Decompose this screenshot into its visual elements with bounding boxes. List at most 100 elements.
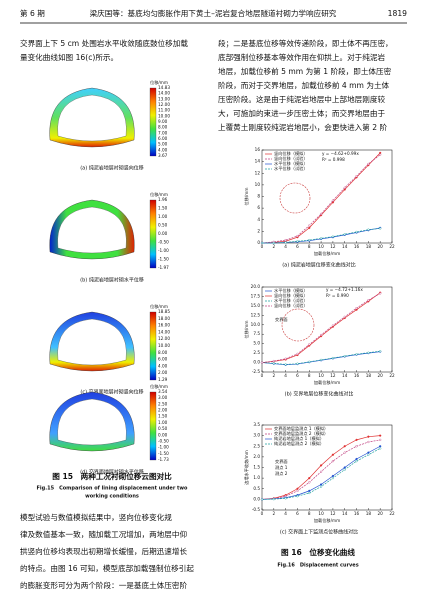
x-tick-label: 4 bbox=[284, 244, 287, 249]
data-point bbox=[355, 438, 358, 441]
data-point bbox=[379, 445, 382, 448]
data-point bbox=[308, 491, 311, 495]
x-tick-label: 8 bbox=[308, 373, 311, 378]
x-tick-label: 6 bbox=[296, 511, 299, 516]
x-tick-label: 20 bbox=[378, 511, 384, 516]
colorbar-label: 9.00 bbox=[158, 119, 168, 124]
figure-caption-en: working conditions bbox=[85, 494, 139, 500]
y-tick-label: 4 bbox=[257, 217, 260, 222]
data-point bbox=[272, 359, 275, 363]
y-tick-label: 0.0 bbox=[253, 360, 260, 365]
data-point bbox=[331, 474, 335, 478]
data-point bbox=[343, 451, 346, 454]
data-point bbox=[367, 351, 370, 354]
colorbar-label: 0.50 bbox=[158, 426, 168, 431]
data-point bbox=[355, 353, 358, 356]
data-point bbox=[331, 324, 335, 327]
y-tick-label: 6 bbox=[257, 205, 260, 210]
series-line bbox=[262, 228, 381, 244]
x-tick-label: 12 bbox=[330, 373, 336, 378]
annotation: 交界面 bbox=[275, 316, 288, 323]
colorbar-label: 2.00 bbox=[158, 370, 168, 375]
colorbar-label: 3.54 bbox=[158, 389, 168, 394]
colorbar-label: 16.00 bbox=[158, 323, 170, 328]
running-title: 梁庆国等：基底均匀膨胀作用下黄土–泥岩复合地层隧道衬砌力学响应研究 bbox=[90, 8, 337, 18]
data-point bbox=[284, 497, 287, 500]
x-tick-label: 20 bbox=[378, 244, 384, 249]
data-point bbox=[308, 343, 311, 346]
data-point bbox=[367, 435, 370, 438]
data-point bbox=[367, 451, 370, 454]
data-point bbox=[296, 487, 299, 490]
data-point bbox=[355, 457, 358, 461]
x-tick-label: 2 bbox=[272, 244, 275, 249]
data-point bbox=[296, 495, 299, 498]
colorbar-label: 1.00 bbox=[158, 420, 168, 425]
inset-ring bbox=[281, 308, 315, 342]
data-point bbox=[284, 357, 287, 360]
y-tick-label: 15.0 bbox=[251, 303, 261, 308]
colorbar-label: 7.00 bbox=[158, 130, 168, 135]
issue: 第 6 期 bbox=[20, 8, 45, 18]
y-tick-label: 8 bbox=[257, 194, 260, 199]
data-point bbox=[308, 477, 311, 480]
colorbar-label: 0.50 bbox=[158, 223, 168, 228]
data-point bbox=[284, 238, 287, 242]
data-point bbox=[379, 350, 382, 353]
data-point bbox=[355, 445, 358, 448]
data-point bbox=[343, 466, 346, 469]
colorbar-label: -1.50 bbox=[158, 257, 169, 262]
y-tick-label: 3.0 bbox=[253, 433, 260, 438]
colorbar-unit: 位移/mm bbox=[150, 303, 168, 310]
data-point bbox=[379, 153, 382, 156]
data-point bbox=[308, 481, 311, 484]
x-axis-label: 加载位移/mm bbox=[314, 379, 340, 386]
data-point bbox=[343, 315, 346, 318]
chart-caption: (b) 交界地层位移变化曲线对比 bbox=[285, 391, 354, 398]
annotation: 测点 2 bbox=[275, 470, 288, 477]
data-point bbox=[367, 299, 370, 302]
legend-label: 水平位移（试验） bbox=[274, 297, 308, 304]
data-point bbox=[379, 447, 382, 450]
y-tick-label: 16 bbox=[255, 147, 261, 152]
y-tick-label: 2.0 bbox=[253, 454, 260, 459]
x-tick-label: 0 bbox=[261, 373, 264, 378]
x-tick-label: 6 bbox=[296, 244, 299, 249]
colorbar bbox=[149, 87, 157, 157]
colorbar-label: -1.00 bbox=[158, 445, 169, 450]
data-point bbox=[319, 237, 323, 240]
x-axis-label: 加载位移/mm bbox=[314, 250, 340, 257]
colorbar-unit: 位移/mm bbox=[150, 79, 168, 86]
y-tick-label: -0.5 bbox=[252, 507, 261, 512]
x-tick-label: 22 bbox=[389, 511, 395, 516]
body-line: 压密阶段。这是由于纯泥岩地层中上部地层刚度较 bbox=[218, 94, 385, 104]
data-point bbox=[379, 438, 382, 441]
data-point bbox=[272, 498, 275, 501]
lining-void bbox=[57, 206, 127, 254]
y-axis-label: 边墙水平收敛/mm bbox=[243, 450, 250, 485]
data-point bbox=[343, 445, 346, 448]
body-line: 底部强制位移基本等效作用在仰拱上。对于纯泥岩 bbox=[218, 52, 385, 62]
colorbar-label: 2.00 bbox=[158, 408, 168, 413]
x-tick-label: 22 bbox=[389, 373, 395, 378]
y-tick-label: 10 bbox=[255, 182, 261, 187]
colorbar-label: -0.50 bbox=[158, 240, 169, 245]
legend-label: 交界面地层监测点 2（模拟） bbox=[274, 430, 328, 437]
data-point bbox=[367, 440, 370, 444]
annotation: R² = 0.998 bbox=[322, 157, 345, 162]
data-point bbox=[343, 355, 346, 358]
legend-label: 竖向位移（试验） bbox=[274, 155, 308, 162]
x-tick-label: 8 bbox=[308, 244, 311, 249]
data-point bbox=[343, 186, 346, 189]
annotation: 交界面 bbox=[275, 458, 288, 465]
legend-label: 交界面地层监测点 1（模拟） bbox=[274, 425, 328, 432]
annotation: y = −4.62+0.99x bbox=[322, 151, 359, 156]
colorbar-label: 13.00 bbox=[158, 96, 170, 101]
data-point bbox=[272, 241, 275, 245]
x-tick-label: 10 bbox=[318, 511, 324, 516]
body-line: 阶段，而对于交界地层，加载位移前 4 mm 为土体 bbox=[218, 80, 390, 90]
colorbar-label: 1.50 bbox=[158, 206, 168, 211]
colorbar-label: 5.00 bbox=[158, 142, 168, 147]
lining-void bbox=[57, 318, 127, 366]
